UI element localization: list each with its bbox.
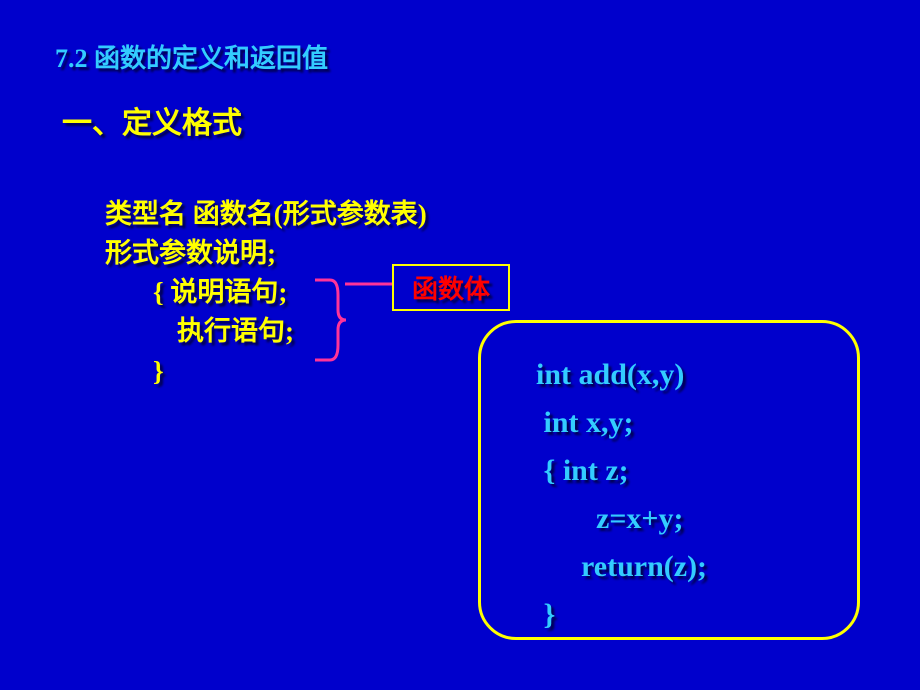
def-line-4: 执行语句; bbox=[105, 312, 427, 351]
function-body-label: 函数体 bbox=[392, 264, 510, 311]
code-box: int add(x,y) int x,y; { int z; z=x+y; re… bbox=[478, 320, 860, 640]
code-line-2: int x,y; bbox=[536, 399, 847, 447]
sub-title: 一、定义格式 bbox=[62, 98, 242, 142]
def-line-5: } bbox=[105, 352, 427, 391]
code-line-1: int add(x,y) bbox=[536, 351, 847, 399]
section-title: 7.2 函数的定义和返回值 bbox=[55, 38, 328, 75]
def-line-2: 形式参数说明; bbox=[105, 234, 427, 273]
code-line-3: { int z; bbox=[536, 447, 847, 495]
definition-block: 类型名 函数名(形式参数表) 形式参数说明; { 说明语句; 执行语句; } bbox=[105, 195, 427, 391]
pointer-line-icon bbox=[345, 278, 395, 290]
code-line-6: } bbox=[536, 591, 847, 639]
code-line-5: return(z); bbox=[536, 543, 847, 591]
code-line-4: z=x+y; bbox=[536, 495, 847, 543]
def-line-1: 类型名 函数名(形式参数表) bbox=[105, 195, 427, 234]
bracket-icon bbox=[310, 275, 350, 365]
